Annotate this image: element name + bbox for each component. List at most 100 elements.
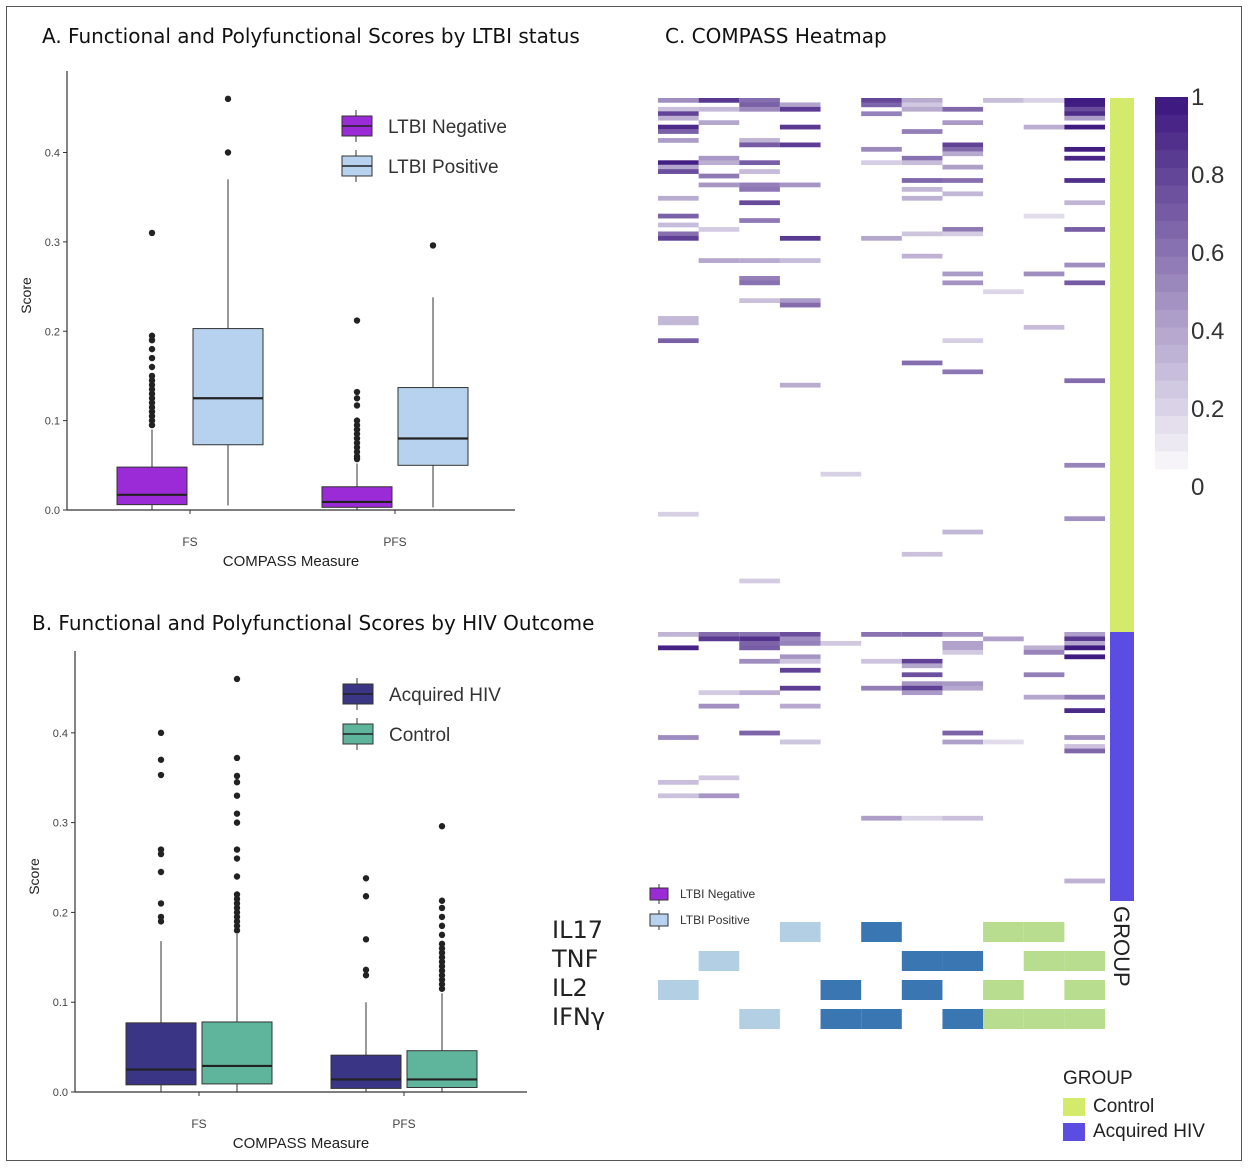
heatmap-cell: [942, 191, 984, 197]
heatmap-cell: [779, 382, 821, 388]
heatmap-cell: [698, 793, 740, 799]
colorbar-step: [1155, 327, 1188, 346]
outlier-point: [438, 922, 446, 930]
heatmap-cell: [779, 631, 821, 637]
colorbar-tick-label: 1: [1191, 84, 1204, 111]
heatmap-cell: [983, 739, 1024, 745]
heatmap-cell: [942, 151, 984, 157]
outlier-point: [233, 754, 241, 762]
panel-b-title: B. Functional and Polyfunctional Scores …: [32, 611, 595, 635]
heatmap-cell: [820, 640, 862, 646]
heatmap-cell: [658, 169, 699, 174]
heatmap-cell: [779, 667, 821, 673]
x-tick-label: PFS: [383, 535, 406, 549]
heatmap-cell: [658, 793, 699, 799]
outlier-point: [148, 386, 156, 393]
outlier-point: [233, 918, 241, 925]
outlier-point: [233, 792, 241, 799]
outlier-point: [233, 855, 241, 862]
heatmap-cell: [739, 645, 780, 651]
outlier-point: [353, 388, 361, 396]
heatmap-cell: [1064, 878, 1105, 884]
cytokine-cell: [983, 922, 1024, 942]
heatmap-cell: [901, 98, 943, 103]
heatmap-cell: [1064, 654, 1105, 660]
outlier-point: [438, 985, 446, 992]
panel-c-title: C. COMPASS Heatmap: [665, 24, 887, 48]
cytokine-cell: [1064, 1009, 1105, 1029]
hiv-swatch: [1063, 1123, 1085, 1141]
heatmap-cell: [1064, 744, 1105, 749]
heatmap-cell: [901, 231, 943, 237]
heatmap-cell: [779, 685, 821, 691]
heatmap-cell: [820, 471, 862, 477]
heatmap-cell: [698, 227, 740, 232]
heatmap-cell: [901, 186, 943, 192]
outlier-point: [148, 229, 156, 237]
cytokine-cell: [1023, 1009, 1065, 1029]
group-legend-hiv-label: Acquired HIV: [1093, 1121, 1205, 1142]
heatmap-cell: [658, 631, 699, 637]
box-acquired-hiv: [330, 1054, 402, 1089]
y-tick-label: 0.3: [45, 237, 60, 249]
cytokine-label-il2: IL2: [552, 974, 588, 1002]
y-axis-title: Score: [26, 858, 42, 895]
heatmap-cell: [739, 730, 780, 736]
outlier-point: [233, 846, 241, 853]
outlier-point: [233, 909, 241, 916]
heatmap-cell: [901, 360, 943, 366]
outlier-point: [438, 967, 446, 974]
heatmap-cell: [1064, 280, 1105, 286]
heatmap-cell: [1064, 106, 1105, 112]
panel-a-title: A. Functional and Polyfunctional Scores …: [42, 24, 580, 48]
box-ltbi-positive: [397, 387, 469, 466]
group-legend-control: Control: [1063, 1096, 1154, 1118]
cytokine-cell: [739, 1009, 780, 1029]
y-tick-label: 0.2: [53, 907, 68, 919]
heatmap-cell: [779, 106, 821, 112]
heatmap-cell: [698, 98, 740, 103]
outlier-point: [438, 981, 446, 988]
outlier-point: [438, 958, 446, 966]
heatmap-cell: [739, 106, 780, 112]
inner-legend-key: [649, 887, 669, 901]
heatmap-cell: [698, 775, 740, 781]
group-legend-control-label: Control: [1093, 1096, 1155, 1117]
heatmap-cell: [779, 703, 821, 709]
heatmap-cell: [901, 681, 943, 687]
heatmap-cell: [901, 685, 943, 691]
heatmap-cell: [1064, 748, 1105, 754]
heatmap-cell: [1064, 640, 1105, 646]
heatmap-cell: [1064, 102, 1105, 108]
heatmap-cell: [779, 142, 821, 148]
heatmap-cell: [1064, 111, 1105, 117]
outlier-point: [148, 345, 156, 353]
colorbar-step: [1155, 274, 1188, 293]
heatmap-cell: [861, 631, 902, 637]
colorbar-step: [1155, 238, 1188, 258]
heatmap-cell: [942, 106, 984, 112]
heatmap-cell: [861, 102, 902, 108]
heatmap-cell: [901, 129, 943, 134]
heatmap-cell: [658, 235, 699, 241]
heatmap-cell: [739, 160, 780, 166]
heatmap-cell: [901, 106, 943, 112]
heatmap-cell: [1064, 115, 1105, 121]
cytokine-label-il17: IL17: [552, 916, 603, 944]
heatmap-cell: [739, 169, 780, 174]
heatmap-cell: [1023, 649, 1065, 655]
heatmap-cell: [658, 106, 699, 112]
heatmap-cell: [1064, 645, 1105, 651]
heatmap-cell: [658, 222, 699, 228]
box-control: [201, 1021, 273, 1085]
y-tick-label: 0.0: [53, 1087, 68, 1099]
heatmap-cell: [779, 640, 821, 646]
heatmap-cell: [658, 338, 699, 344]
outlier-point: [148, 332, 156, 339]
group-legend-hiv: Acquired HIV: [1063, 1121, 1205, 1143]
heatmap-cell: [942, 231, 984, 237]
outlier-point: [353, 421, 361, 429]
heatmap-cell: [942, 649, 984, 655]
outlier-point: [429, 242, 437, 249]
compass-heatmap: GROUP 1 0.8 0.6 0.4 0.2 0 LTBI Negative LTBI Pos…: [649, 84, 1224, 1029]
